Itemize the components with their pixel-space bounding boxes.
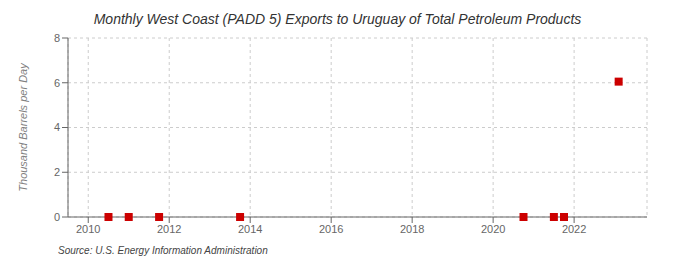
svg-text:2: 2 (54, 166, 60, 178)
svg-text:2014: 2014 (238, 223, 262, 235)
svg-text:2018: 2018 (400, 223, 424, 235)
html-text:Source: U.S. Energy Informatio: Source: U.S. Energy Information Administ… (58, 245, 268, 256)
svg-text:2022: 2022 (562, 223, 586, 235)
svg-text:0: 0 (54, 211, 60, 223)
svg-text:8: 8 (54, 32, 60, 44)
svg-text:2020: 2020 (481, 223, 505, 235)
svg-text:4: 4 (54, 121, 60, 133)
svg-text:2012: 2012 (157, 223, 181, 235)
html-text:Monthly West Coast (PADD 5) Ex: Monthly West Coast (PADD 5) Exports to U… (93, 11, 582, 27)
svg-text:2010: 2010 (76, 223, 100, 235)
svg-text:2016: 2016 (319, 223, 343, 235)
svg-text:Thousand Barrels per Day: Thousand Barrels per Day (17, 62, 29, 192)
svg-text:6: 6 (54, 77, 60, 89)
